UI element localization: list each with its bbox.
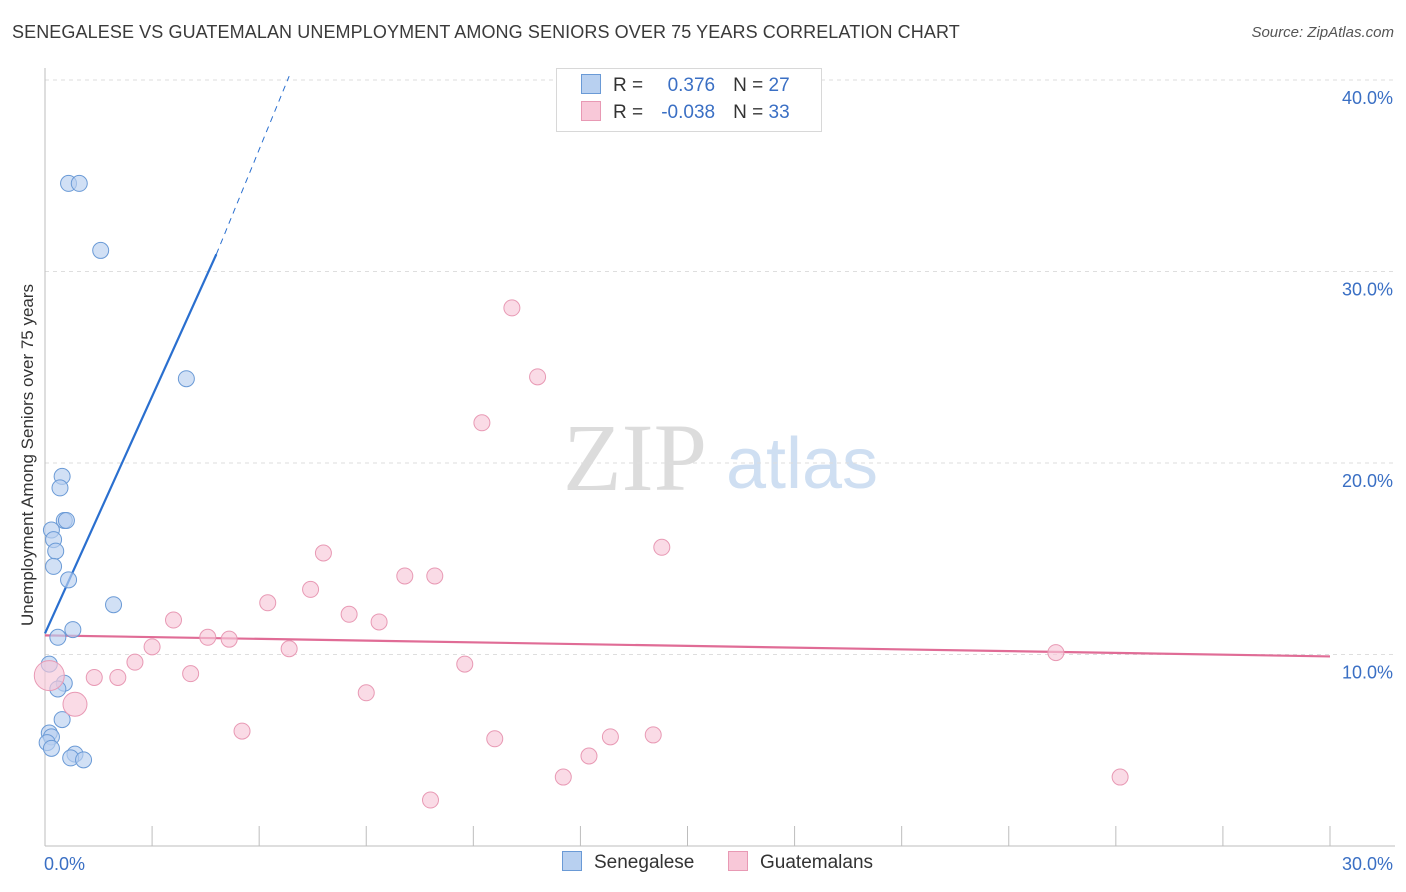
guatemalan-swatch [581,100,601,121]
watermark-atlas: atlas [726,424,878,504]
senegalese-point [105,596,123,614]
legend-label-senegalese: Senegalese [594,852,695,873]
senegalese-point [53,711,71,729]
chart-title: SENEGALESE VS GUATEMALAN UNEMPLOYMENT AM… [12,22,960,42]
n-value: 27 [768,75,790,96]
n-value: 33 [768,102,790,123]
guatemalan-point [554,768,572,786]
correlation-legend: R = 0.376 N = 27 R = -0.038 N = 33 [556,68,822,132]
guatemalan-trend-line [44,634,1331,658]
guatemalan-point [259,594,277,612]
senegalese-point [42,739,60,757]
guatemalan-point [601,728,619,746]
legend-row-guatemalans: R = -0.038 N = 33 [581,100,790,128]
senegalese-point [60,571,78,589]
senegalese-point [57,511,75,529]
guatemalan-point [357,684,375,702]
guatemalan-point [503,299,521,317]
source-label: Source: ZipAtlas.com [1251,24,1394,41]
data-points [33,174,1129,809]
legend-item-guatemalans[interactable]: Guatemalans [728,850,874,874]
senegalese-point [70,174,88,192]
trend-lines [43,75,1331,658]
guatemalan-point [182,665,200,683]
senegalese-point [64,621,82,639]
senegalese-swatch [581,73,601,94]
guatemalan-point [85,668,103,686]
n-label: N = [733,102,764,123]
x-tick-label-min: 0.0% [44,854,85,874]
grid-lines [45,79,1395,655]
guatemalan-point [422,791,439,809]
r-label: R = [613,75,644,96]
guatemalan-legend-swatch [728,850,748,871]
senegalese-point [75,751,93,769]
guatemalan-point [473,414,491,432]
axis-labels: Unemployment Among Seniors over 75 years… [18,88,1393,874]
guatemalan-point [126,653,144,671]
y-axis-title: Unemployment Among Seniors over 75 years [18,284,37,626]
guatemalan-point [580,747,598,765]
guatemalan-point [370,613,388,631]
guatemalan-point [233,722,251,740]
senegalese-point [45,557,63,575]
guatemalan-point [199,628,217,646]
watermark: ZIP atlas [563,404,878,511]
senegalese-point [49,628,67,646]
senegalese-trend-extension [215,75,290,255]
guatemalan-point [33,660,65,692]
series-legend: Senegalese Guatemalans [0,850,1406,878]
senegalese-trend-line [43,253,218,634]
guatemalan-point [314,544,332,562]
legend-label-guatemalans: Guatemalans [760,852,874,873]
guatemalan-point [220,630,238,648]
axes [44,68,1395,847]
y-tick-label: 10.0% [1342,663,1393,683]
guatemalan-point [143,638,161,656]
r-value: -0.038 [661,102,716,123]
r-value: 0.376 [667,75,716,96]
senegalese-point [92,241,110,259]
guatemalan-point [644,726,662,744]
legend-row-senegalese: R = 0.376 N = 27 [581,73,790,101]
r-label: R = [613,102,644,123]
y-tick-label: 20.0% [1342,471,1393,491]
guatemalan-point [1111,768,1129,786]
guatemalan-point [396,567,414,585]
n-label: N = [733,75,764,96]
senegalese-point [177,370,195,388]
senegalese-point [47,542,65,560]
y-tick-label: 30.0% [1342,280,1393,300]
legend-item-senegalese[interactable]: Senegalese [562,850,695,874]
guatemalan-point [165,611,182,629]
guatemalan-point [280,640,298,658]
guatemalan-point [456,655,474,673]
x-tick-label-max: 30.0% [1342,854,1393,874]
watermark-zip: ZIP [563,404,707,511]
guatemalan-point [109,668,127,686]
senegalese-point [51,479,69,497]
guatemalan-point [340,605,358,623]
guatemalan-point [426,567,444,585]
guatemalan-point [62,691,88,717]
guatemalan-point [529,368,547,386]
y-tick-label: 40.0% [1342,88,1393,108]
guatemalan-point [302,580,320,598]
guatemalan-point [486,730,504,748]
senegalese-legend-swatch [562,850,582,871]
guatemalan-point [653,538,671,556]
guatemalan-point [1047,644,1065,662]
